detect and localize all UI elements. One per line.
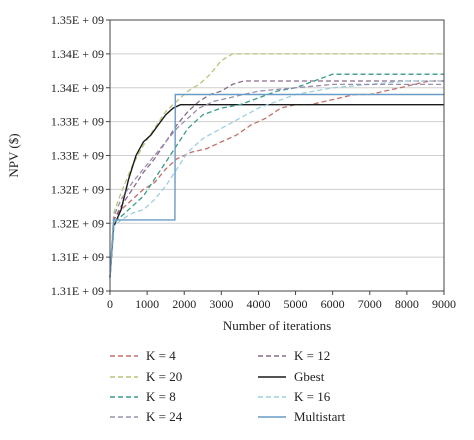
x-axis-title: Number of iterations xyxy=(223,318,331,333)
y-tick-label: 1.32E + 09 xyxy=(51,216,104,230)
legend: K = 4 K = 12 K = 20 Gbest K = 8 K = 16 K = 24 M… xyxy=(110,348,346,424)
x-tick-label: 8000 xyxy=(395,297,419,311)
y-axis: 1.31E + 09 1.31E + 09 1.32E + 09 1.32E + 09… xyxy=(51,13,110,298)
x-tick-label: 0 xyxy=(107,297,113,311)
y-tick-label: 1.31E + 09 xyxy=(51,250,104,264)
legend-label-0: K = 4 xyxy=(146,348,176,363)
series-line-3 xyxy=(109,103,444,278)
series-line-6 xyxy=(109,83,444,278)
x-axis: 0 1000 2000 3000 4000 5000 6000 7000 8000 9000 xyxy=(107,291,456,311)
y-tick-label: 1.34E + 09 xyxy=(51,47,104,61)
x-tick-label: 2000 xyxy=(172,297,196,311)
x-tick-label: 5000 xyxy=(284,297,308,311)
legend-label-5: K = 16 xyxy=(294,389,331,404)
y-tick-label: 1.31E + 09 xyxy=(51,284,104,298)
series-line-1 xyxy=(109,80,444,278)
series-line-5 xyxy=(109,80,444,278)
legend-label-1: K = 12 xyxy=(294,348,330,363)
series-line-7 xyxy=(109,93,444,278)
series-lines xyxy=(109,53,444,278)
series-line-4 xyxy=(109,73,444,278)
legend-label-2: K = 20 xyxy=(146,369,182,384)
x-tick-label: 3000 xyxy=(209,297,233,311)
legend-label-7: Multistart xyxy=(294,409,346,424)
x-tick-label: 7000 xyxy=(358,297,382,311)
y-axis-title: NPV ($) xyxy=(6,133,21,177)
y-tick-label: 1.33E + 09 xyxy=(51,115,104,129)
grid xyxy=(110,19,444,292)
x-tick-label: 9000 xyxy=(432,297,456,311)
legend-label-3: Gbest xyxy=(294,369,325,384)
y-tick-label: 1.33E + 09 xyxy=(51,149,104,163)
x-tick-label: 4000 xyxy=(246,297,270,311)
series-line-0 xyxy=(109,80,444,278)
legend-label-4: K = 8 xyxy=(146,389,176,404)
y-tick-label: 1.35E + 09 xyxy=(51,13,104,27)
x-tick-label: 1000 xyxy=(135,297,159,311)
y-tick-label: 1.32E + 09 xyxy=(51,182,104,196)
legend-label-6: K = 24 xyxy=(146,409,183,424)
y-tick-label: 1.34E + 09 xyxy=(51,81,104,95)
x-tick-label: 6000 xyxy=(321,297,345,311)
